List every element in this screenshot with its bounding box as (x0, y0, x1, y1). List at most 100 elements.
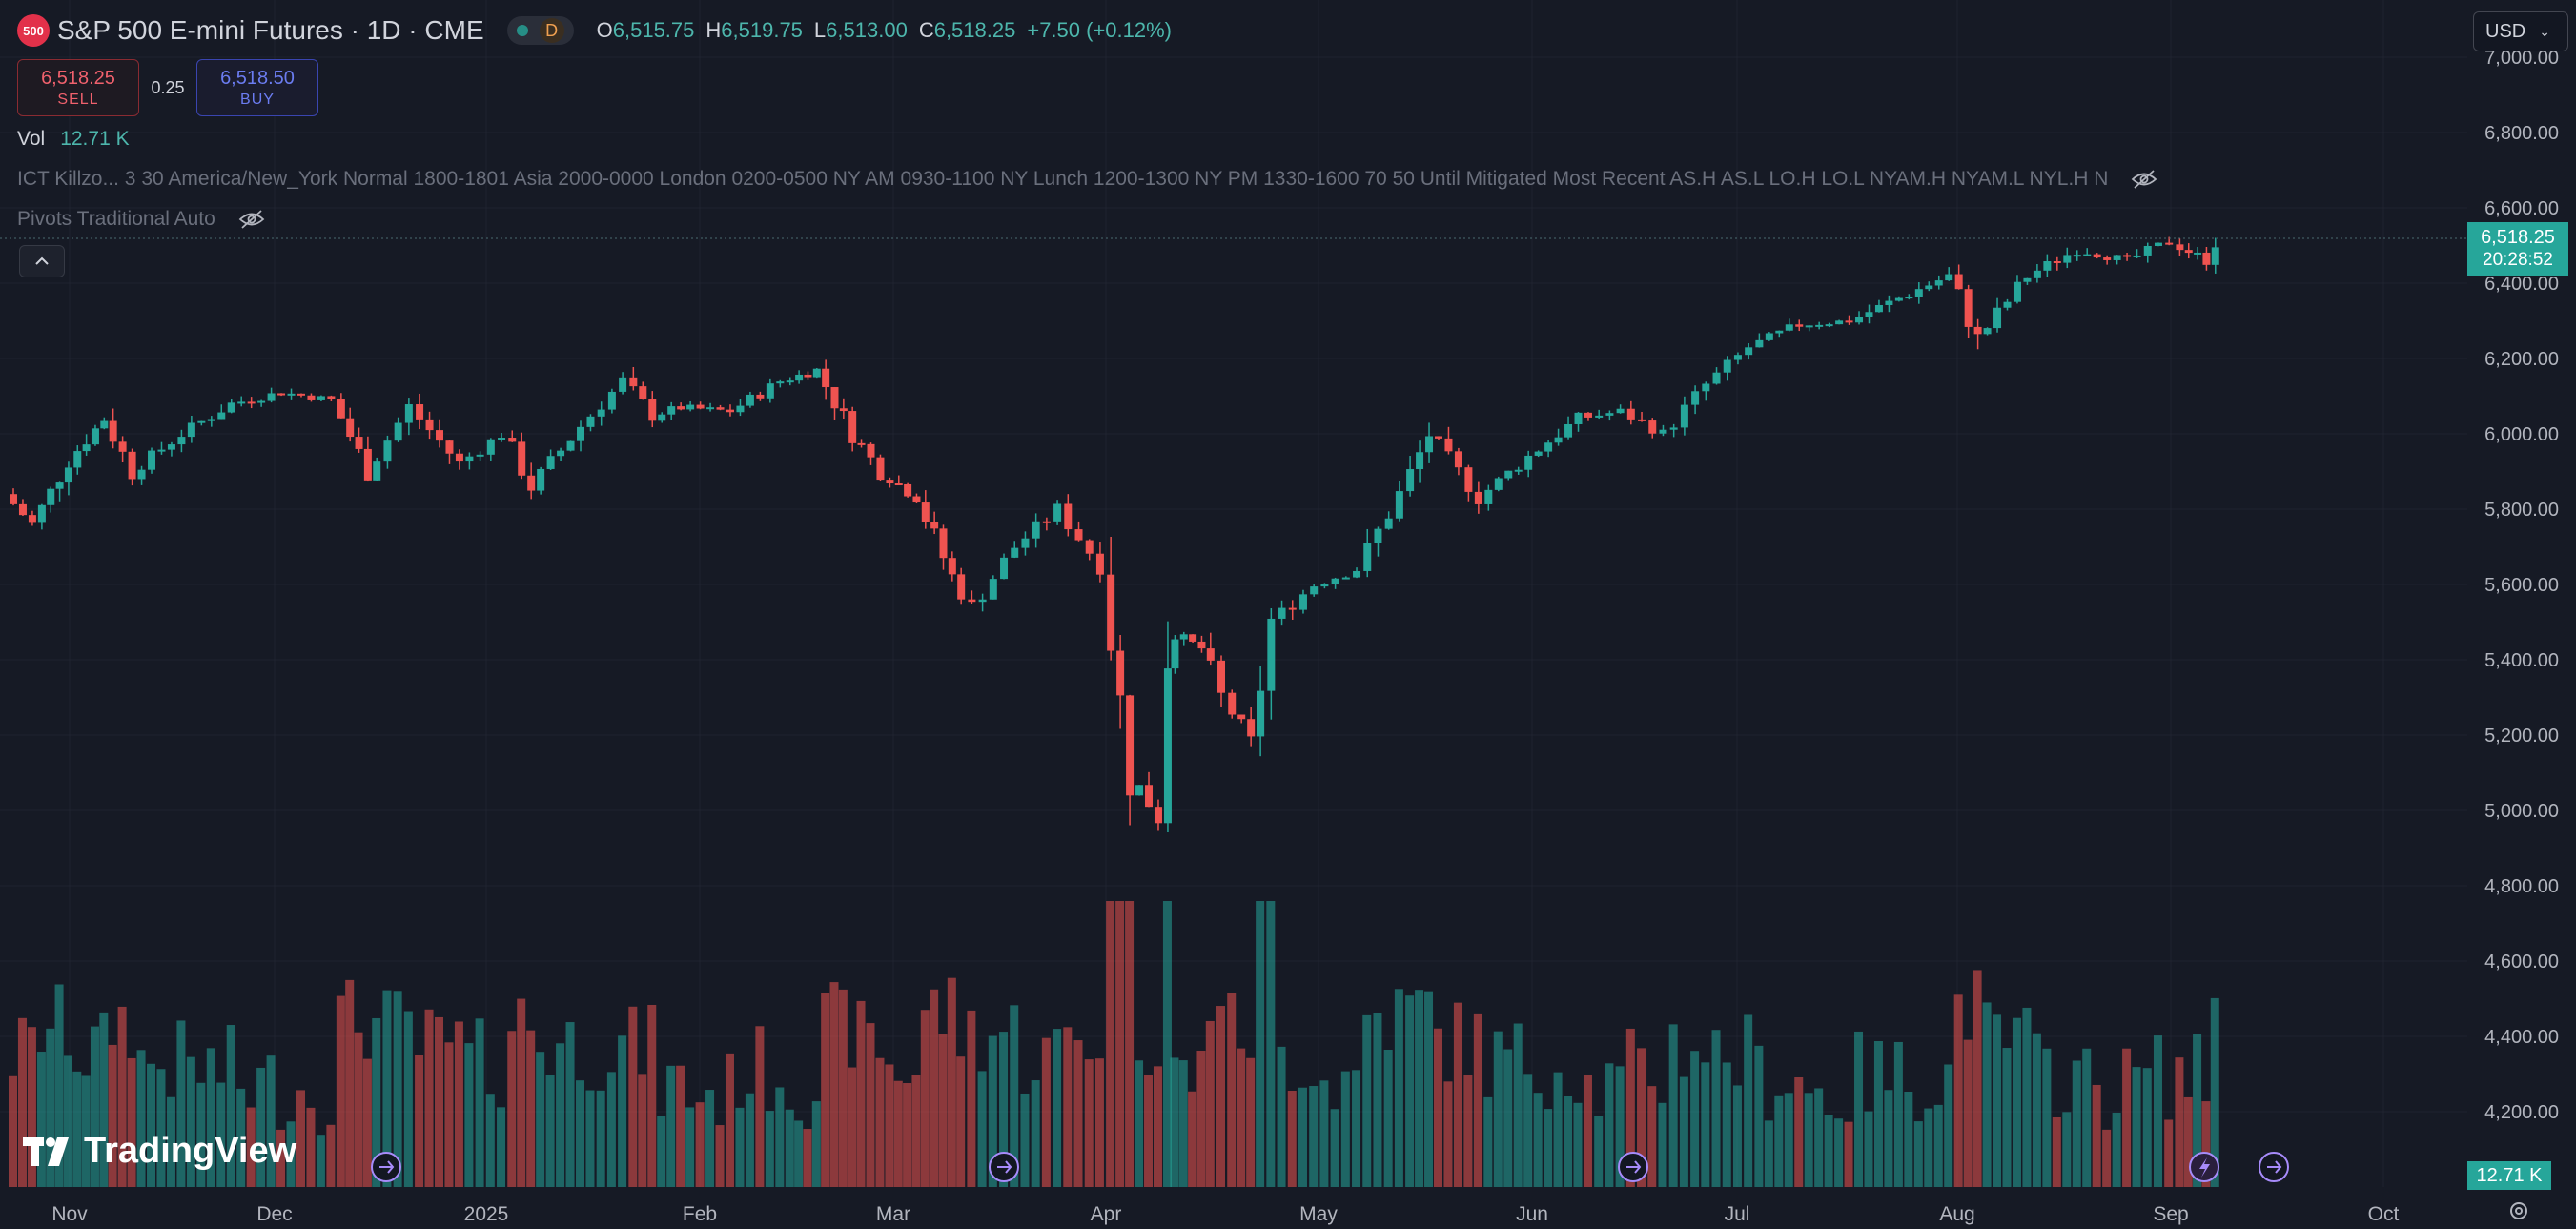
event-marker-icon[interactable] (989, 1152, 1019, 1182)
candle-body (518, 441, 526, 476)
lightning-event-icon[interactable] (2189, 1152, 2219, 1182)
pivots-legend[interactable]: Pivots Traditional Auto (17, 208, 265, 231)
volume-bar (956, 1056, 966, 1187)
symbol-title[interactable]: S&P 500 E-mini Futures · 1D · CME (57, 15, 484, 45)
event-marker-icon[interactable] (1618, 1152, 1648, 1182)
candle-body (1626, 408, 1635, 420)
candle-body (776, 381, 785, 384)
candle-body (1905, 297, 1913, 299)
event-marker-icon[interactable] (2259, 1152, 2289, 1182)
candle-body (1659, 429, 1667, 434)
candle-body (1855, 317, 1864, 323)
volume-bar (1434, 1028, 1442, 1187)
candle-body (677, 406, 685, 410)
market-status-pill[interactable]: D (506, 16, 574, 45)
change-value: +7.50 (+0.12%) (1027, 18, 1173, 42)
killzones-legend[interactable]: ICT Killzo... 3 30 America/New_York Norm… (17, 168, 2157, 191)
candle-body (1885, 300, 1893, 305)
candle-body (2003, 301, 2012, 308)
volume-bar (1594, 1116, 1604, 1187)
candle-body (1395, 491, 1403, 519)
candle-body (912, 496, 921, 503)
volume-bar (1605, 1063, 1614, 1187)
y-tick-label: 6,800.00 (2484, 123, 2559, 144)
volume-bar (2042, 1048, 2052, 1187)
symbol-logo[interactable]: 500 (17, 14, 50, 47)
candle-body (1973, 326, 1982, 335)
candle-body (804, 374, 812, 378)
eye-hidden-icon[interactable] (238, 209, 265, 230)
x-tick-label: Nov (51, 1203, 88, 1225)
collapse-legend-button[interactable] (19, 245, 65, 277)
vol-value: 12.71 K (60, 128, 130, 150)
volume-bar (1453, 1002, 1462, 1187)
volume-bar (1031, 1080, 1040, 1187)
volume-bar (1287, 1090, 1297, 1187)
volume-bar (1020, 1093, 1030, 1187)
volume-legend[interactable]: Vol 12.71 K (17, 128, 130, 151)
settings-icon[interactable] (2507, 1199, 2530, 1227)
volume-bar (903, 1083, 912, 1187)
candle-body (373, 461, 381, 481)
candle-body (2093, 254, 2101, 258)
candle-body (363, 448, 372, 481)
candle-body (346, 418, 355, 438)
candle-body (1363, 543, 1372, 571)
volume-bar (1764, 1120, 1773, 1187)
candle-body (597, 409, 605, 417)
volume-bar (811, 1101, 821, 1187)
sell-button[interactable]: 6,518.25 SELL (17, 59, 139, 116)
candle-body (1217, 660, 1226, 693)
volume-bar (666, 1065, 676, 1187)
candle-body (1135, 785, 1144, 796)
candle-body (148, 450, 156, 470)
candle-body (167, 444, 175, 450)
volume-bar (485, 1094, 495, 1187)
candle-body (1179, 634, 1188, 640)
candle-body (1605, 413, 1614, 416)
x-tick-label: Mar (876, 1203, 910, 1225)
candle-body (989, 579, 997, 600)
volume-bar (72, 1071, 82, 1187)
candle-body (337, 399, 345, 419)
volume-bar (2102, 1129, 2112, 1187)
candle-body (18, 503, 27, 516)
volume-bar (596, 1090, 605, 1187)
candle-body (658, 414, 666, 421)
volume-bar (1319, 1080, 1329, 1187)
volume-bar (1188, 1091, 1197, 1187)
candle-body (137, 469, 146, 480)
candle-body (1278, 607, 1286, 619)
candle-body (1865, 312, 1873, 317)
candle-body (839, 408, 848, 412)
volume-bar (316, 1135, 325, 1187)
candle-body (1845, 320, 1853, 323)
currency-selector[interactable]: USD ⌄ (2473, 11, 2568, 51)
y-tick-label: 5,600.00 (2484, 575, 2559, 596)
volume-bar (276, 1129, 286, 1187)
volume-bar (977, 1071, 987, 1187)
volume-bar (1415, 990, 1424, 1187)
volume-bar (1443, 1081, 1453, 1187)
x-tick-label: May (1299, 1203, 1338, 1225)
current-price-value: 6,518.25 (2481, 227, 2555, 248)
volume-bar (256, 1067, 266, 1187)
candle-body (586, 416, 595, 427)
volume-bar (1647, 1086, 1657, 1187)
candle-body (1474, 491, 1482, 504)
x-tick-label: Aug (1939, 1203, 1974, 1225)
low-value: 6,513.00 (826, 18, 908, 42)
volume-bar (99, 1012, 109, 1187)
event-marker-icon[interactable] (371, 1152, 401, 1182)
volume-bar (1854, 1031, 1864, 1187)
volume-bar (1084, 1059, 1094, 1187)
volume-bar (1053, 1029, 1062, 1187)
eye-hidden-icon[interactable] (2131, 169, 2157, 190)
candle-body (2184, 250, 2193, 254)
tradingview-watermark[interactable]: TradingView (23, 1131, 296, 1172)
candle-body (830, 387, 839, 409)
volume-bar (1573, 1102, 1583, 1187)
x-tick-label: Dec (256, 1203, 292, 1225)
buy-button[interactable]: 6,518.50 BUY (196, 59, 318, 116)
